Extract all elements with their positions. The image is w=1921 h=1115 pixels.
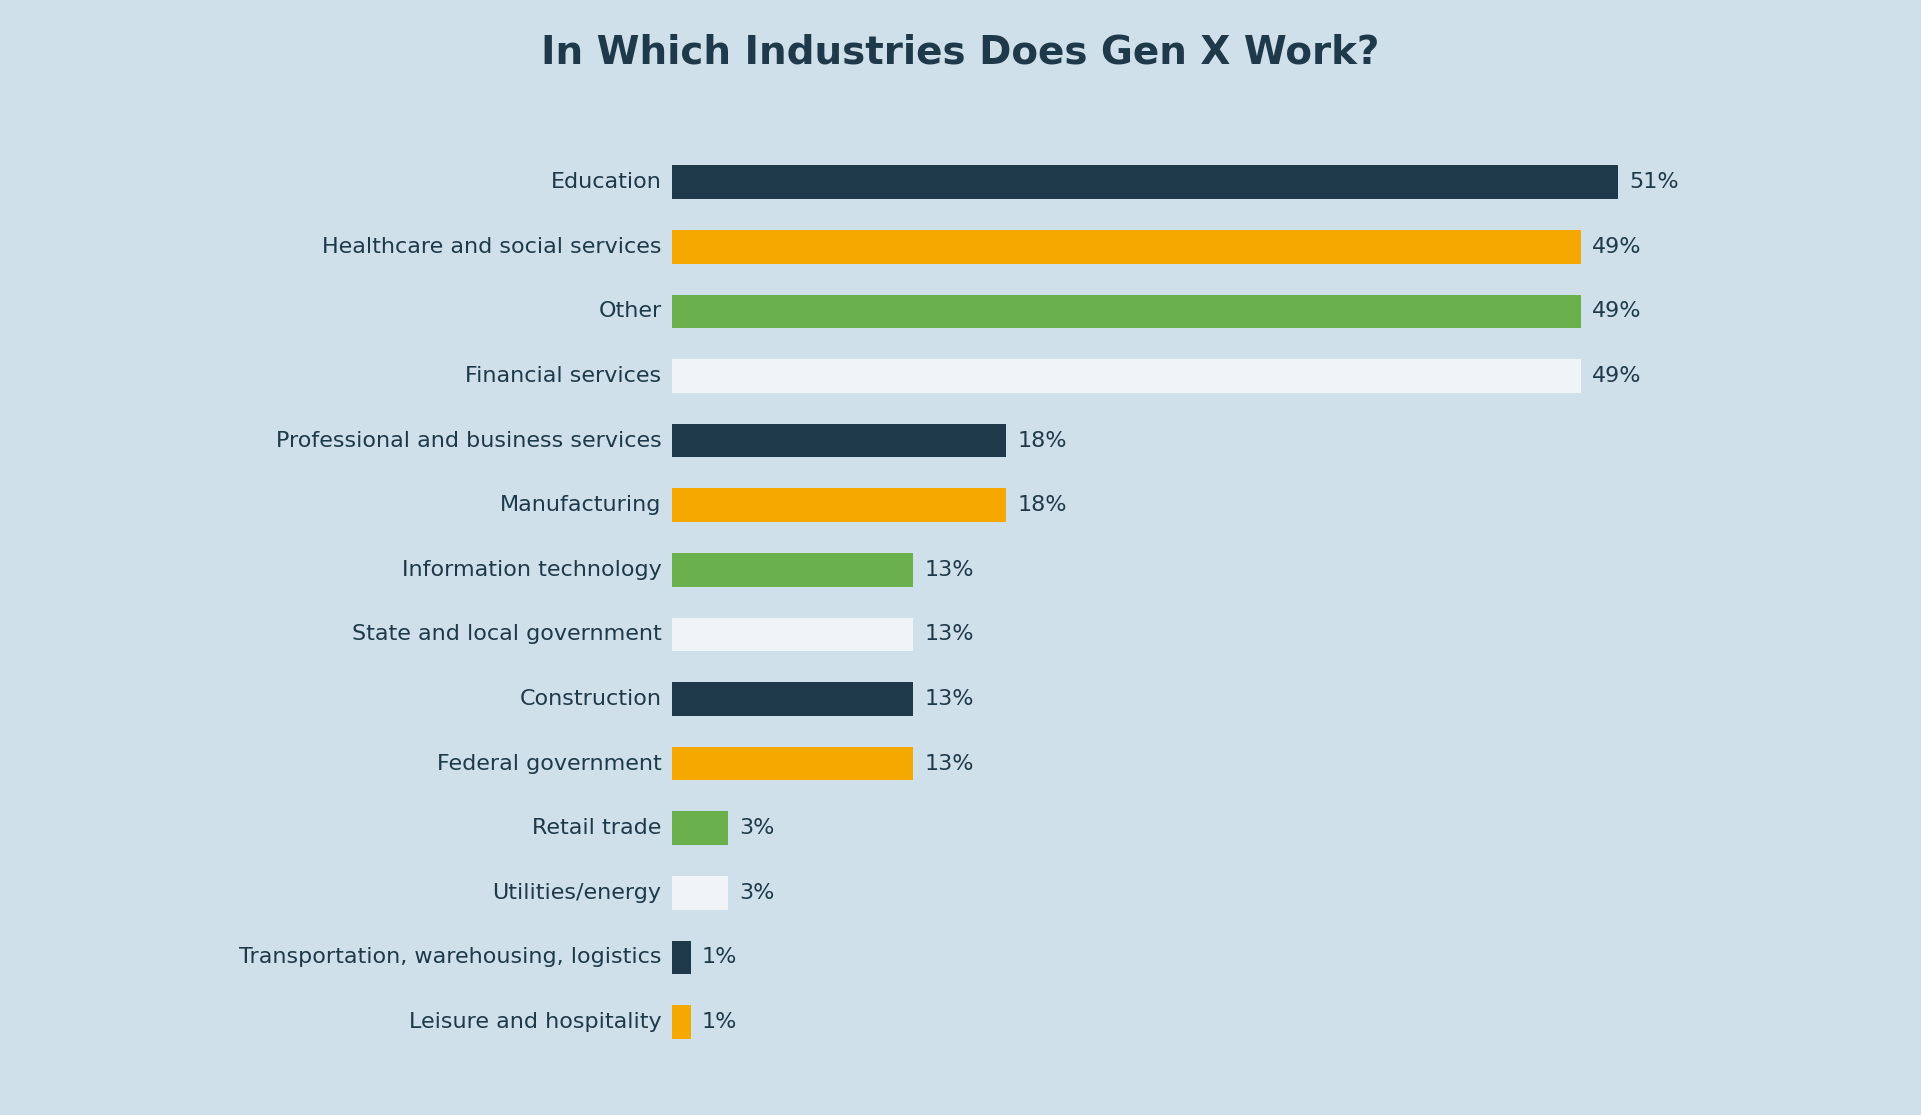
Text: Leisure and hospitality: Leisure and hospitality: [409, 1012, 661, 1032]
Text: Manufacturing: Manufacturing: [499, 495, 661, 515]
Text: Federal government: Federal government: [436, 754, 661, 774]
Bar: [672, 618, 914, 651]
Text: 13%: 13%: [924, 624, 974, 644]
Bar: [672, 488, 1007, 522]
Text: Financial services: Financial services: [465, 366, 661, 386]
Bar: [672, 941, 692, 975]
Bar: [672, 165, 1617, 200]
Text: 13%: 13%: [924, 560, 974, 580]
Text: 49%: 49%: [1593, 301, 1642, 321]
Text: 18%: 18%: [1018, 495, 1066, 515]
Bar: [672, 682, 914, 716]
Text: State and local government: State and local government: [352, 624, 661, 644]
Bar: [672, 876, 728, 910]
Bar: [672, 230, 1581, 263]
Text: 13%: 13%: [924, 754, 974, 774]
Bar: [672, 424, 1007, 457]
Text: 18%: 18%: [1018, 430, 1066, 450]
Text: Transportation, warehousing, logistics: Transportation, warehousing, logistics: [238, 948, 661, 968]
Text: Retail trade: Retail trade: [532, 818, 661, 838]
Text: Education: Education: [551, 172, 661, 192]
Bar: [672, 294, 1581, 328]
Text: 1%: 1%: [701, 1012, 738, 1032]
Text: 13%: 13%: [924, 689, 974, 709]
Text: 49%: 49%: [1593, 366, 1642, 386]
Text: 51%: 51%: [1629, 172, 1679, 192]
Text: Construction: Construction: [519, 689, 661, 709]
Bar: [672, 359, 1581, 392]
Text: Professional and business services: Professional and business services: [277, 430, 661, 450]
Bar: [672, 747, 914, 780]
Text: Utilities/energy: Utilities/energy: [492, 883, 661, 903]
Text: 1%: 1%: [701, 948, 738, 968]
Bar: [672, 812, 728, 845]
Text: Information technology: Information technology: [401, 560, 661, 580]
Bar: [672, 553, 914, 586]
Text: Other: Other: [597, 301, 661, 321]
Bar: [672, 1005, 692, 1039]
Text: 3%: 3%: [740, 818, 774, 838]
Text: Healthcare and social services: Healthcare and social services: [323, 236, 661, 256]
Text: 49%: 49%: [1593, 236, 1642, 256]
Text: In Which Industries Does Gen X Work?: In Which Industries Does Gen X Work?: [542, 33, 1379, 71]
Text: 3%: 3%: [740, 883, 774, 903]
